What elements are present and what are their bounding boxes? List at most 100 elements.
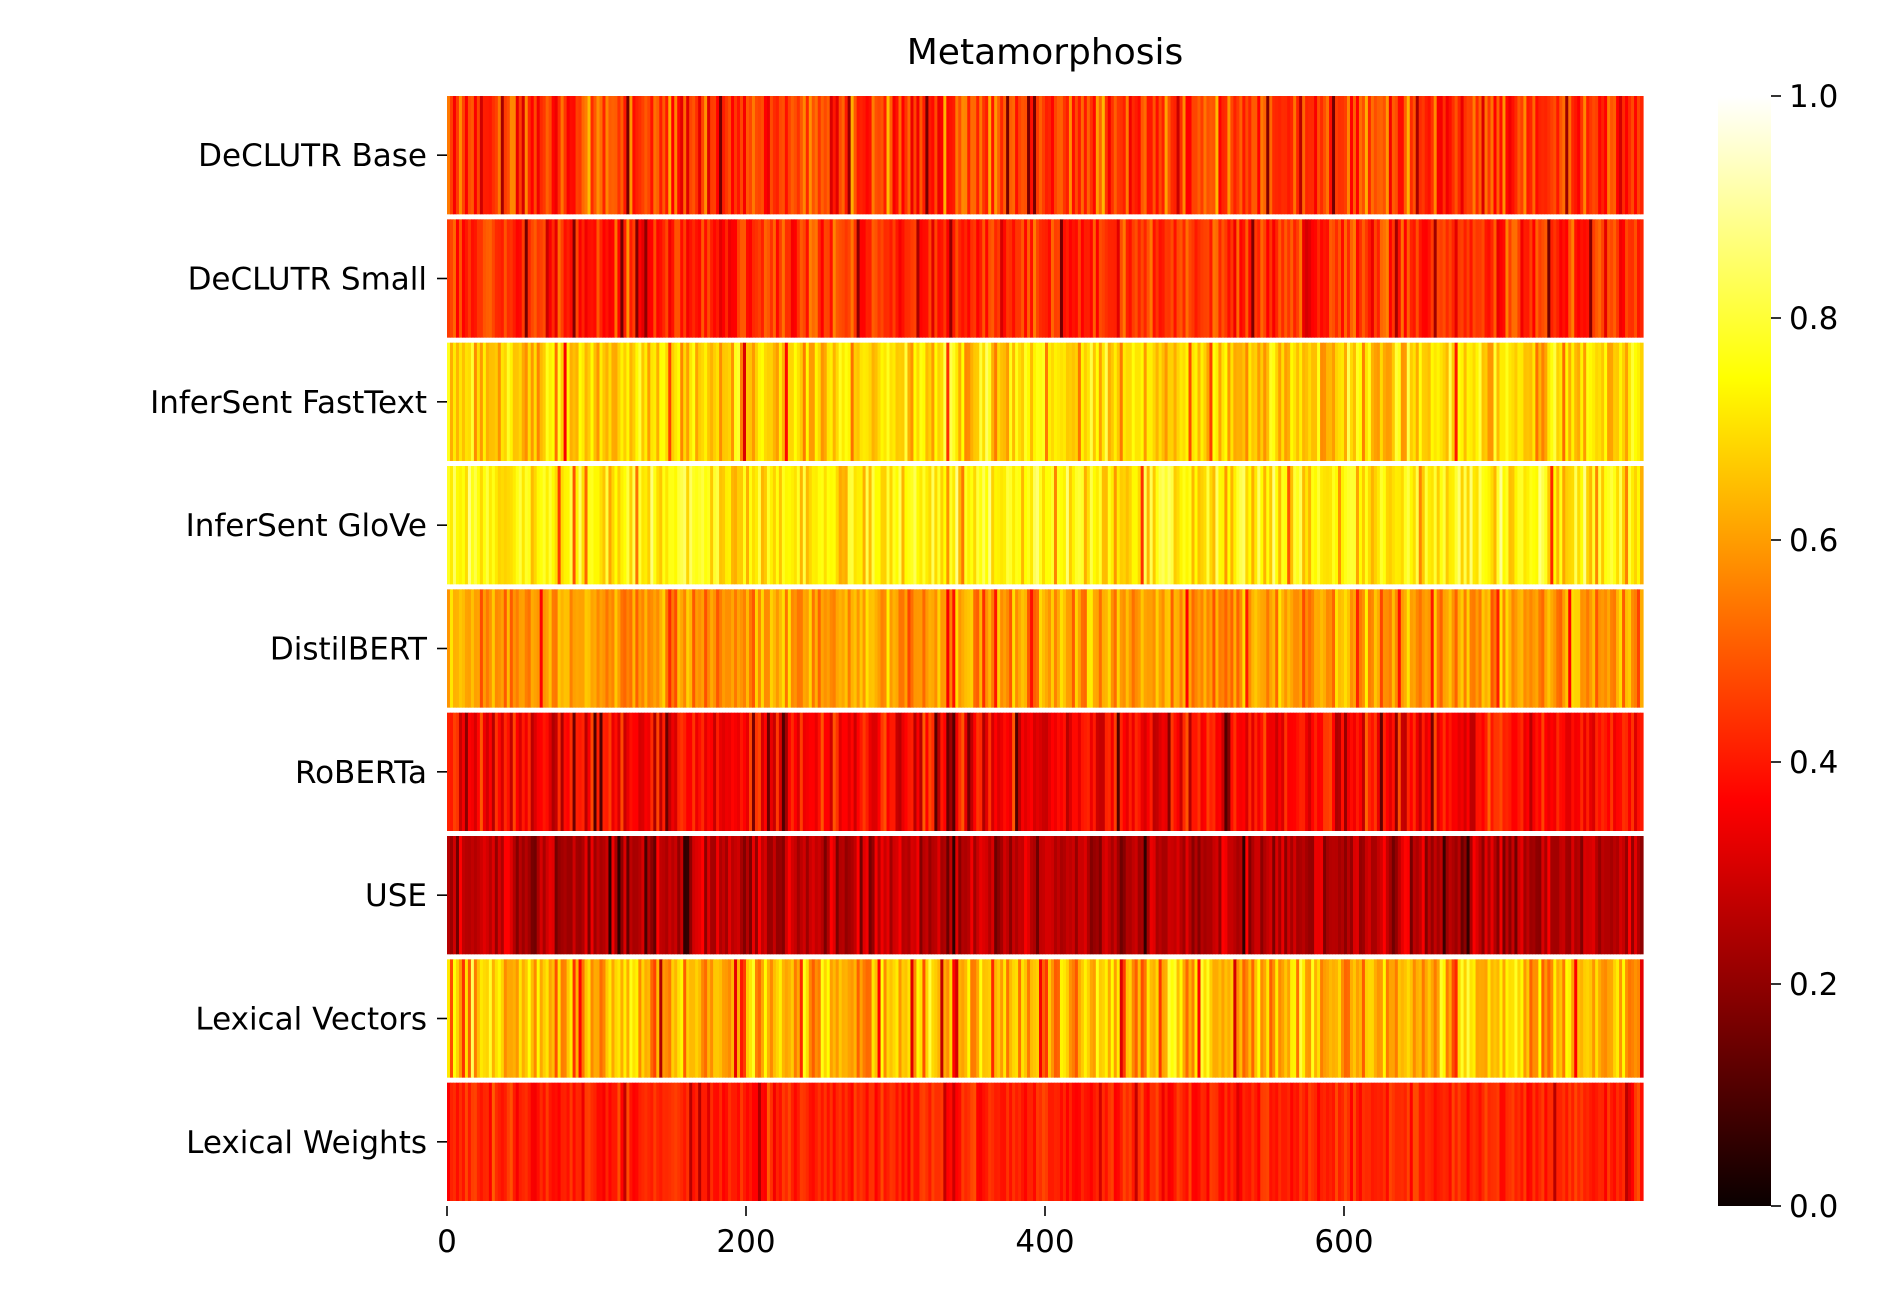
heatmap-cell (1024, 1082, 1028, 1201)
heatmap-cell (1305, 712, 1309, 831)
heatmap-cell (1544, 836, 1548, 955)
heatmap-cell (1188, 342, 1193, 461)
heatmap-cell (1481, 466, 1486, 585)
heatmap-cell (916, 589, 921, 708)
heatmap-cell (751, 589, 756, 708)
heatmap-cell (533, 959, 538, 1078)
heatmap-cell (1514, 589, 1519, 708)
heatmap-cell (1056, 589, 1061, 708)
heatmap-cell (1562, 836, 1566, 955)
heatmap-cell (1529, 1082, 1533, 1201)
heatmap-cell (769, 836, 774, 955)
heatmap-cell (1514, 712, 1519, 831)
heatmap-cell (889, 96, 894, 215)
heatmap-cell (584, 1082, 589, 1201)
heatmap-cell (1161, 96, 1166, 215)
heatmap-cell (1538, 96, 1542, 215)
heatmap-cell (811, 712, 816, 831)
heatmap-cell (979, 712, 983, 831)
heatmap-cell (1424, 466, 1429, 585)
heatmap-cell (1146, 589, 1151, 708)
heatmap-cell (1260, 219, 1264, 338)
heatmap-cell (1592, 1082, 1596, 1201)
heatmap-cell (1574, 219, 1578, 338)
heatmap-cell (1463, 219, 1468, 338)
heatmap-cell (1604, 466, 1608, 585)
heatmap-cell (1502, 712, 1507, 831)
heatmap-cell (716, 1082, 720, 1201)
heatmap-cell (955, 712, 959, 831)
heatmap-cell (1625, 836, 1629, 955)
heatmap-cell (479, 342, 484, 461)
heatmap-cell (886, 96, 891, 215)
heatmap-cell (910, 219, 915, 338)
heatmap-cell (704, 836, 708, 955)
x-tick-label: 600 (1314, 1224, 1373, 1260)
heatmap-cell (1523, 219, 1527, 338)
heatmap-cell (1439, 466, 1444, 585)
heatmap-cell (1152, 589, 1157, 708)
heatmap-cell (536, 1082, 541, 1201)
heatmap-cell (1062, 342, 1067, 461)
heatmap-cell (1341, 1082, 1345, 1201)
heatmap-cell (1033, 959, 1037, 1078)
heatmap-cell (889, 1082, 894, 1201)
heatmap-cell (1394, 96, 1399, 215)
heatmap-cell (1364, 96, 1369, 215)
heatmap-cell (937, 96, 941, 215)
heatmap-cell (447, 712, 451, 831)
heatmap-cell (886, 959, 891, 1078)
heatmap-cell (1107, 589, 1112, 708)
heatmap-cell (1039, 959, 1043, 1078)
heatmap-cell (515, 959, 520, 1078)
heatmap-cell (1143, 96, 1148, 215)
heatmap-cell (548, 96, 553, 215)
heatmap-cell (1206, 589, 1211, 708)
heatmap-cell (877, 342, 882, 461)
heatmap-cell (506, 589, 511, 708)
heatmap-cell (680, 959, 684, 1078)
heatmap-cell (1329, 342, 1333, 461)
heatmap-cell (530, 712, 535, 831)
heatmap-cell (662, 959, 666, 1078)
heatmap-cell (1448, 466, 1453, 585)
heatmap-cell (680, 836, 684, 955)
heatmap-cell (961, 959, 965, 1078)
heatmap-cell (530, 219, 535, 338)
heatmap-cell (1526, 959, 1530, 1078)
heatmap-cell (1355, 836, 1360, 955)
heatmap-cell (877, 959, 882, 1078)
heatmap-cell (656, 959, 660, 1078)
heatmap-cell (632, 96, 636, 215)
heatmap-cell (901, 96, 906, 215)
heatmap-cell (748, 836, 753, 955)
heatmap-cell (1254, 836, 1258, 955)
heatmap-cell (1517, 219, 1522, 338)
heatmap-cell (1403, 589, 1408, 708)
heatmap-cell (1092, 219, 1097, 338)
heatmap-cell (1194, 219, 1199, 338)
heatmap-cell (1613, 96, 1617, 215)
heatmap-cell (662, 96, 666, 215)
heatmap-cell (1326, 836, 1330, 955)
heatmap-cell (862, 959, 867, 1078)
heatmap-cell (1493, 342, 1498, 461)
heatmap-cell (743, 712, 747, 831)
heatmap-cell (1311, 712, 1315, 831)
heatmap-cell (1541, 589, 1545, 708)
heatmap-cell (1209, 96, 1214, 215)
heatmap-cell (1490, 219, 1495, 338)
heatmap-row-lexical-weights (447, 1082, 1644, 1201)
heatmap-cell (659, 1082, 663, 1201)
heatmap-cell (731, 712, 735, 831)
heatmap-cell (937, 589, 941, 708)
heatmap-cell (743, 219, 747, 338)
heatmap-cell (1095, 342, 1100, 461)
heatmap-cell (850, 1082, 855, 1201)
heatmap-cell (847, 466, 852, 585)
heatmap-cell (1565, 836, 1569, 955)
heatmap-cell (949, 712, 953, 831)
heatmap-cell (1484, 589, 1489, 708)
heatmap-cell (1227, 836, 1231, 955)
heatmap-cell (1170, 589, 1175, 708)
